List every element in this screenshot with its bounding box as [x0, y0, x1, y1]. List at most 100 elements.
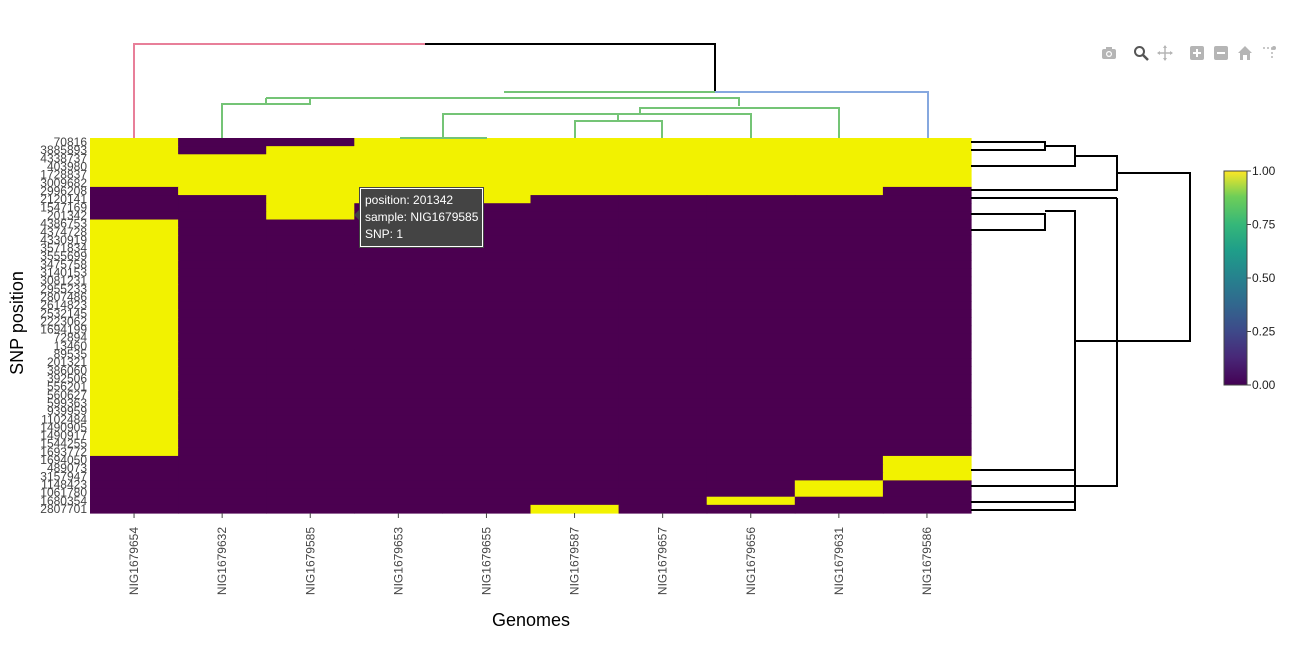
heatmap-cell[interactable]	[530, 472, 620, 481]
heatmap-cell[interactable]	[178, 455, 267, 465]
heatmap-cell[interactable]	[354, 382, 443, 392]
heatmap-cell[interactable]	[794, 374, 884, 384]
heatmap-cell[interactable]	[354, 309, 443, 318]
heatmap-cell[interactable]	[442, 154, 532, 164]
heatmap-cell[interactable]	[706, 366, 796, 376]
heatmap-cell[interactable]	[266, 496, 355, 506]
heatmap-cell[interactable]	[354, 243, 443, 253]
heatmap-cell[interactable]	[882, 260, 972, 270]
heatmap-cell[interactable]	[90, 423, 179, 433]
heatmap-cell[interactable]	[90, 317, 179, 327]
heatmap-cell[interactable]	[794, 341, 884, 351]
heatmap-cell[interactable]	[882, 390, 972, 400]
heatmap-cell[interactable]	[178, 276, 267, 286]
heatmap-cell[interactable]	[882, 472, 972, 481]
heatmap-cell[interactable]	[266, 317, 355, 327]
heatmap-cell[interactable]	[618, 186, 708, 196]
heatmap-cell[interactable]	[90, 480, 179, 490]
heatmap-cell[interactable]	[618, 162, 708, 172]
heatmap-cell[interactable]	[90, 252, 179, 261]
heatmap-cell[interactable]	[90, 276, 179, 286]
heatmap-cell[interactable]	[442, 227, 532, 237]
heatmap-cell[interactable]	[882, 398, 972, 408]
heatmap-cell[interactable]	[442, 170, 532, 180]
heatmap-cell[interactable]	[266, 480, 355, 490]
heatmap-cell[interactable]	[266, 504, 355, 514]
heatmap-cell[interactable]	[882, 464, 972, 473]
heatmap-cell[interactable]	[530, 423, 620, 433]
heatmap-cell[interactable]	[882, 252, 972, 261]
heatmap-cell[interactable]	[266, 138, 355, 147]
heatmap-cell[interactable]	[90, 186, 179, 196]
heatmap-cell[interactable]	[530, 195, 620, 204]
heatmap-cell[interactable]	[442, 178, 532, 188]
heatmap-cell[interactable]	[266, 472, 355, 481]
heatmap-cell[interactable]	[354, 447, 443, 457]
heatmap-cell[interactable]	[178, 358, 267, 367]
heatmap-cell[interactable]	[794, 195, 884, 204]
heatmap-cell[interactable]	[90, 235, 179, 245]
heatmap-cell[interactable]	[90, 447, 179, 457]
spike-lines-icon[interactable]	[1258, 42, 1280, 64]
heatmap-cell[interactable]	[794, 504, 884, 514]
heatmap-cell[interactable]	[178, 488, 267, 498]
heatmap-cell[interactable]	[882, 186, 972, 196]
heatmap-cell[interactable]	[442, 284, 532, 294]
heatmap-cell[interactable]	[442, 431, 532, 441]
heatmap-cell[interactable]	[618, 382, 708, 392]
heatmap-cell[interactable]	[442, 301, 532, 310]
heatmap-cell[interactable]	[178, 472, 267, 481]
heatmap-cell[interactable]	[794, 407, 884, 416]
heatmap-cell[interactable]	[442, 455, 532, 465]
heatmap-cell[interactable]	[178, 284, 267, 294]
heatmap-cell[interactable]	[178, 178, 267, 188]
heatmap-cell[interactable]	[178, 447, 267, 457]
heatmap-cell[interactable]	[794, 415, 884, 424]
heatmap-cell[interactable]	[442, 480, 532, 490]
heatmap-cell[interactable]	[794, 243, 884, 253]
heatmap-cell[interactable]	[882, 407, 972, 416]
heatmap-cell[interactable]	[266, 447, 355, 457]
heatmap-cell[interactable]	[266, 292, 355, 302]
heatmap-cell[interactable]	[90, 138, 179, 147]
heatmap-cell[interactable]	[354, 439, 443, 449]
heatmap-cell[interactable]	[90, 333, 179, 343]
heatmap-cell[interactable]	[442, 382, 532, 392]
heatmap-cell[interactable]	[178, 309, 267, 318]
heatmap-cell[interactable]	[266, 423, 355, 433]
heatmap-cell[interactable]	[794, 447, 884, 457]
heatmap-cell[interactable]	[706, 284, 796, 294]
heatmap-cell[interactable]	[530, 170, 620, 180]
heatmap-cell[interactable]	[882, 455, 972, 465]
heatmap-cell[interactable]	[354, 162, 443, 172]
heatmap-cell[interactable]	[90, 195, 179, 204]
heatmap-cell[interactable]	[706, 382, 796, 392]
heatmap-cell[interactable]	[530, 178, 620, 188]
heatmap-cell[interactable]	[706, 325, 796, 335]
heatmap-cell[interactable]	[178, 407, 267, 416]
heatmap-cell[interactable]	[618, 390, 708, 400]
heatmap-cell[interactable]	[354, 325, 443, 335]
heatmap-cell[interactable]	[530, 252, 620, 261]
heatmap-cell[interactable]	[90, 472, 179, 481]
heatmap-cell[interactable]	[618, 431, 708, 441]
heatmap-cell[interactable]	[90, 211, 179, 221]
heatmap-cell[interactable]	[266, 162, 355, 172]
heatmap-cell[interactable]	[530, 415, 620, 424]
heatmap-cell[interactable]	[354, 301, 443, 310]
heatmap-cell[interactable]	[530, 235, 620, 245]
heatmap-cell[interactable]	[178, 227, 267, 237]
heatmap-cell[interactable]	[530, 382, 620, 392]
heatmap-cell[interactable]	[882, 480, 972, 490]
heatmap-cell[interactable]	[794, 252, 884, 261]
heatmap-cell[interactable]	[178, 341, 267, 351]
heatmap-cell[interactable]	[618, 439, 708, 449]
heatmap-cell[interactable]	[530, 504, 620, 514]
heatmap-cell[interactable]	[90, 504, 179, 514]
heatmap-cell[interactable]	[706, 398, 796, 408]
heatmap-cell[interactable]	[706, 349, 796, 359]
heatmap-cell[interactable]	[706, 496, 796, 506]
heatmap-cell[interactable]	[90, 284, 179, 294]
heatmap-cell[interactable]	[618, 374, 708, 384]
heatmap-cell[interactable]	[442, 219, 532, 229]
